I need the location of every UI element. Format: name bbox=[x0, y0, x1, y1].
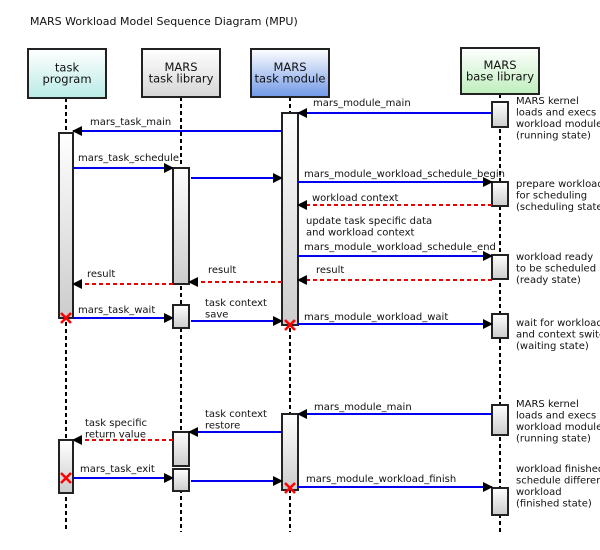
participant-label: task library bbox=[149, 72, 214, 86]
participant-label: MARS bbox=[164, 60, 197, 74]
note: workload module bbox=[516, 422, 600, 433]
note: workload ready bbox=[516, 252, 593, 263]
message-label: result bbox=[316, 265, 344, 276]
message-label: task context bbox=[205, 298, 267, 309]
activation-bar bbox=[172, 304, 190, 329]
activation-bar bbox=[172, 431, 190, 467]
activation-bar bbox=[281, 112, 299, 326]
note: (finished state) bbox=[516, 499, 592, 510]
participant-box bbox=[460, 47, 540, 95]
note: loads and execs bbox=[516, 108, 596, 119]
message-label: task context bbox=[205, 409, 267, 420]
destroy-x-icon bbox=[284, 482, 296, 494]
note: update task specific data bbox=[306, 216, 432, 227]
activation-bar bbox=[491, 254, 509, 280]
activation-bar bbox=[491, 404, 509, 436]
note: loads and execs bbox=[516, 411, 596, 422]
message-label: result bbox=[208, 265, 236, 276]
activation-bar bbox=[172, 167, 190, 285]
activation-bar bbox=[281, 413, 299, 491]
note: and workload context bbox=[306, 228, 415, 239]
message-label: mars_module_main bbox=[314, 402, 412, 413]
note: workload module bbox=[516, 119, 600, 130]
activation-bar bbox=[58, 439, 74, 494]
message-label: task specific bbox=[85, 418, 147, 429]
note: MARS kernel bbox=[516, 399, 579, 410]
note: and context switch bbox=[516, 330, 600, 341]
activation-bar bbox=[491, 487, 509, 516]
message-label: mars_task_main bbox=[90, 117, 171, 128]
participant-label: task bbox=[55, 61, 80, 75]
message-label: return value bbox=[85, 430, 146, 441]
note: (waiting state) bbox=[516, 341, 589, 352]
message-label: mars_module_workload_wait bbox=[304, 312, 448, 323]
message-label: mars_module_workload_schedule_end bbox=[304, 242, 496, 253]
note: (ready state) bbox=[516, 275, 581, 286]
note: for scheduling bbox=[516, 191, 587, 202]
note: to be scheduled bbox=[516, 264, 596, 275]
participant-label: base library bbox=[466, 70, 534, 84]
message-label: mars_task_wait bbox=[78, 305, 155, 316]
note: prepare workload bbox=[516, 179, 600, 190]
message-label: restore bbox=[205, 421, 240, 432]
note: MARS kernel bbox=[516, 96, 579, 107]
participant-label: MARS bbox=[483, 58, 516, 72]
message-label: mars_module_main bbox=[313, 98, 411, 109]
message-label: mars_module_workload_schedule_begin bbox=[304, 169, 505, 180]
note: schedule different bbox=[516, 476, 600, 487]
note: (running state) bbox=[516, 434, 591, 445]
note: workload finished bbox=[516, 464, 600, 475]
note: wait for workload bbox=[516, 318, 600, 329]
note: workload bbox=[516, 487, 562, 498]
note: (scheduling state) bbox=[516, 202, 600, 213]
activation-bar bbox=[491, 181, 509, 207]
message-label: mars_task_exit bbox=[80, 464, 155, 475]
destroy-x-icon bbox=[60, 312, 72, 324]
participant-box bbox=[27, 48, 107, 99]
activation-bar bbox=[58, 132, 74, 319]
note: (running state) bbox=[516, 131, 591, 142]
destroy-x-icon bbox=[284, 319, 296, 331]
participant-box bbox=[141, 48, 221, 98]
message-label: save bbox=[205, 310, 228, 321]
message-label: result bbox=[87, 269, 115, 280]
activation-bar bbox=[491, 313, 509, 339]
activation-bar bbox=[172, 468, 190, 492]
destroy-x-icon bbox=[60, 472, 72, 484]
message-label: mars_module_workload_finish bbox=[306, 474, 456, 485]
message-label: workload context bbox=[312, 193, 399, 204]
activation-bar bbox=[491, 101, 509, 128]
diagram-title: MARS Workload Model Sequence Diagram (MP… bbox=[30, 15, 298, 28]
participant-label: program bbox=[42, 72, 91, 86]
message-label: mars_task_schedule bbox=[78, 153, 179, 164]
participant-box bbox=[250, 48, 330, 98]
participant-label: MARS bbox=[273, 60, 306, 74]
participant-label: task module bbox=[255, 72, 326, 86]
